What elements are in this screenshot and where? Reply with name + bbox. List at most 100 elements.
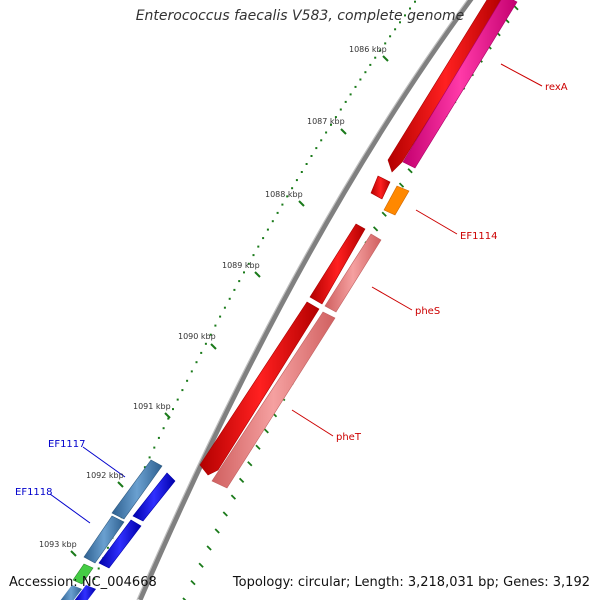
gene-EF1117-b[interactable] (132, 472, 176, 522)
tick-dash (255, 444, 261, 450)
gene-pheS-b[interactable] (324, 233, 382, 313)
gene-EF1118-b[interactable] (98, 519, 142, 569)
tick-dash (372, 226, 379, 232)
connector-EF1117 (82, 446, 126, 478)
tick-label-1092: 1092 kbp (86, 471, 124, 480)
tick-dash (247, 461, 253, 467)
tick-dot (349, 93, 352, 96)
tick-label-1087: 1087 kbp (307, 117, 345, 126)
tick-dot (286, 195, 289, 198)
major-tick-mark (298, 200, 305, 207)
tick-dot (195, 361, 198, 364)
tick-dot (219, 315, 222, 318)
major-tick-mark (340, 128, 347, 135)
tick-dot (204, 342, 207, 345)
tick-dot (394, 28, 397, 31)
tick-dot (276, 211, 279, 214)
tick-dot (379, 49, 382, 52)
gene-EF1114-a[interactable] (370, 175, 391, 200)
tick-dot (409, 7, 411, 10)
accession-text: Accession: NC_004668 (9, 575, 157, 590)
gene-EF1118-a[interactable] (83, 515, 125, 564)
tick-dot (369, 63, 372, 66)
genome-backbone (137, 0, 474, 600)
tick-dot (315, 147, 318, 150)
tick-dot (143, 466, 146, 469)
tick-dash (263, 428, 269, 434)
gene-rexA-b[interactable] (402, 0, 518, 169)
tick-dot (266, 228, 269, 231)
tick-dot (172, 408, 174, 411)
gene-small-bottom-a[interactable] (60, 585, 82, 600)
tick-dash (398, 182, 405, 188)
tick-dot (167, 417, 170, 420)
tick-dot (262, 237, 265, 240)
tick-dot (148, 456, 151, 459)
tick-dot (300, 171, 303, 173)
tick-dot (93, 578, 96, 580)
tick-dash (230, 494, 237, 500)
gene-label-EF1117[interactable]: EF1117 (48, 439, 86, 450)
tick-dot (291, 187, 294, 190)
outer-tick-track (182, 5, 519, 600)
gene-rexA-a[interactable] (387, 0, 504, 173)
tick-dot (414, 0, 416, 3)
tick-dot (238, 280, 241, 283)
tick-dash (198, 562, 204, 568)
tick-dash (190, 579, 196, 586)
tick-dot (281, 203, 284, 206)
tick-dot (176, 398, 179, 401)
gene-label-EF1118[interactable]: EF1118 (15, 487, 53, 498)
tick-dash (513, 5, 519, 11)
tick-dash (381, 211, 387, 217)
tick-label-1093: 1093 kbp (39, 540, 77, 549)
tick-dash (206, 545, 212, 551)
tick-dot (271, 220, 274, 223)
tick-label-1086: 1086 kbp (349, 45, 387, 54)
connector-EF1114 (415, 209, 458, 235)
connector-rexA (500, 63, 543, 87)
gene-label-EF1114[interactable]: EF1114 (460, 231, 498, 242)
tick-dot (186, 379, 189, 382)
topology-text: Topology: circular; Length: 3,218,031 bp… (232, 575, 590, 590)
tick-dot (106, 546, 109, 549)
tick-dot (157, 436, 160, 439)
gene-label-rexA[interactable]: rexA (545, 82, 568, 93)
tick-dot (339, 108, 342, 111)
tick-dot (190, 370, 193, 373)
tick-dot (209, 333, 212, 336)
gene-pheT-a[interactable] (199, 301, 320, 476)
tick-label-1090: 1090 kbp (178, 332, 216, 341)
gene-EF1114-b[interactable] (383, 185, 410, 216)
tick-label-1091: 1091 kbp (133, 402, 171, 411)
tick-dot (404, 14, 406, 17)
gene-small-bottom-b[interactable] (74, 585, 96, 600)
tick-dot (320, 139, 323, 142)
tick-dot (247, 262, 250, 265)
tick-dot (214, 324, 217, 327)
tick-dash (222, 511, 228, 517)
major-tick-mark (254, 271, 261, 278)
tick-dash (238, 477, 245, 484)
major-tick-mark (70, 550, 77, 557)
tick-dot (354, 85, 357, 88)
tick-dot (257, 245, 260, 248)
gene-label-pheT[interactable]: pheT (336, 432, 362, 443)
map-title: Enterococcus faecalis V583, complete gen… (135, 8, 465, 24)
gene-pheS-a[interactable] (309, 223, 366, 305)
gene-small-green[interactable] (72, 563, 94, 585)
tick-dot (233, 288, 236, 291)
tick-dot (310, 155, 313, 157)
gene-pheT-b[interactable] (211, 311, 336, 489)
tick-dot (344, 100, 347, 103)
connector-EF1118 (49, 493, 91, 524)
tick-dot (243, 271, 245, 274)
tick-dash (214, 528, 220, 534)
tick-dot (334, 116, 337, 119)
gene-EF1117-a[interactable] (111, 459, 163, 520)
tick-dot (252, 254, 255, 257)
major-tick-mark (164, 412, 171, 419)
major-tick-mark (117, 481, 124, 488)
tick-dot (228, 297, 231, 300)
gene-label-pheS[interactable]: pheS (415, 306, 440, 317)
